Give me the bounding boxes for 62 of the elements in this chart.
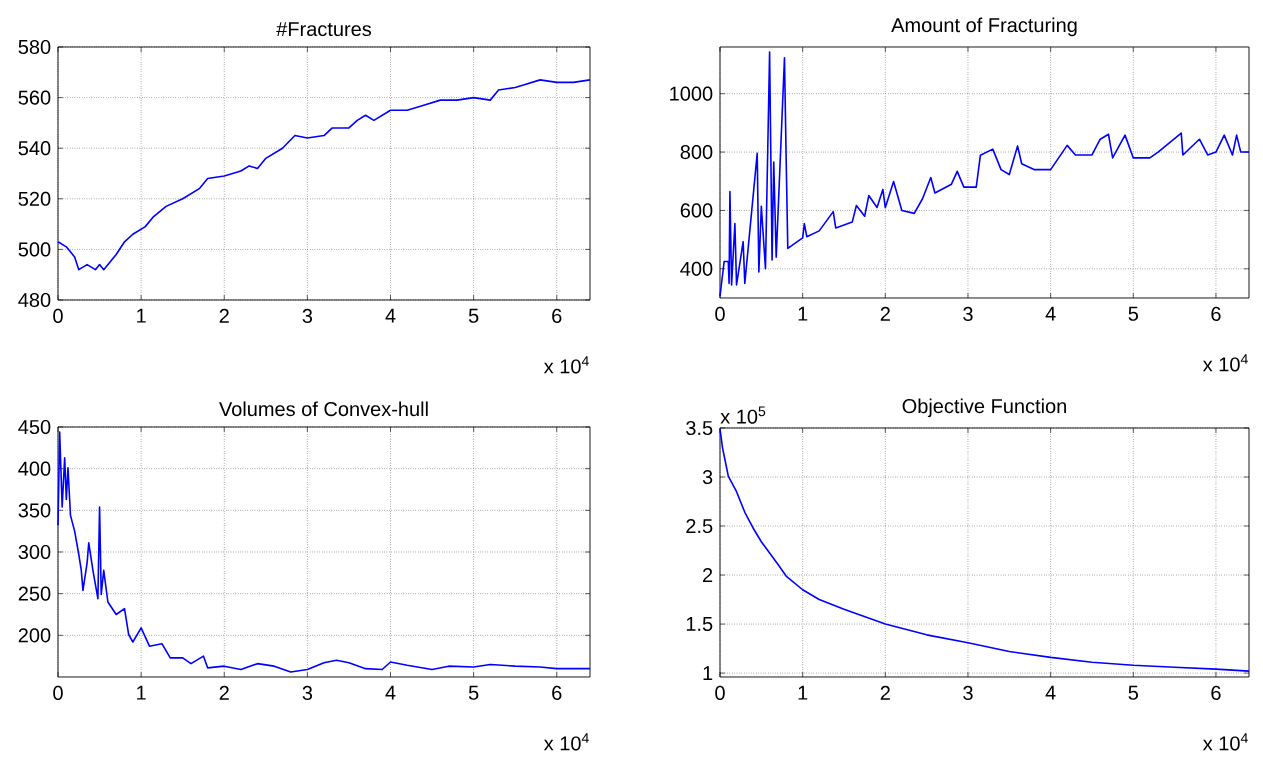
y-tick-label: 250 <box>18 586 51 601</box>
x-tick-label: 1 <box>137 308 146 323</box>
chart-title: Volumes of Convex-hull <box>219 401 428 417</box>
line-series <box>57 431 591 673</box>
y-tick-label: 1 <box>703 666 713 680</box>
x-tick-label: 4 <box>1045 306 1056 321</box>
text: x 10$^{5}$ <box>720 406 766 424</box>
x-tick-label: 1 <box>798 685 808 700</box>
y-tick-label: 600 <box>680 203 713 218</box>
x-tick-label: 1 <box>798 306 808 321</box>
x-tick-label: 0 <box>715 306 725 322</box>
x-tick-label: 3 <box>963 306 973 322</box>
y-tick-label: 450 <box>18 419 51 435</box>
y-tick-label: 500 <box>18 242 51 257</box>
y-tick-label: 580 <box>18 39 51 55</box>
x-tick-label: 3 <box>963 685 973 701</box>
y-tick-label: 560 <box>18 90 51 105</box>
x-tick-label: 1 <box>137 685 146 700</box>
text: x 10$^{4}$ <box>1202 733 1248 751</box>
y-tick-label: 1.5 <box>686 617 713 632</box>
y-tick-label: 2 <box>703 568 713 583</box>
x-tick-label: 5 <box>468 308 479 323</box>
x-tick-label: 4 <box>385 308 396 323</box>
y-tick-label: 480 <box>18 292 51 308</box>
x-tick-label: 6 <box>1211 685 1221 701</box>
y-tick-label: 400 <box>680 261 713 276</box>
x-tick-label: 6 <box>552 685 562 701</box>
y-tick-label: 200 <box>18 628 51 643</box>
chart-title: Objective Function <box>902 398 1066 418</box>
y-tick-label: 400 <box>18 461 51 476</box>
x-tick-label: 2 <box>219 685 229 700</box>
y-tick-label: 520 <box>18 191 51 206</box>
y-tick-label: 1000 <box>670 86 713 101</box>
text: x 10$^{4}$ <box>543 733 589 751</box>
y-tick-label: 3 <box>702 469 713 485</box>
chart-title: #Fractures <box>276 22 372 37</box>
chart-title: Amount of Fracturing <box>891 17 1077 37</box>
text: x 10$^{4}$ <box>1202 354 1248 372</box>
y-tick-label: 540 <box>18 141 51 156</box>
x-tick-label: 0 <box>53 685 63 701</box>
y-tick-label: 300 <box>18 544 51 560</box>
x-tick-label: 4 <box>385 685 396 700</box>
y-tick-label: 2.5 <box>686 518 713 534</box>
x-tick-label: 2 <box>880 685 890 700</box>
x-tick-label: 3 <box>302 685 313 701</box>
y-tick-label: 800 <box>680 144 713 160</box>
x-tick-label: 6 <box>1211 306 1221 322</box>
x-tick-label: 5 <box>468 685 479 700</box>
x-tick-label: 0 <box>53 308 63 324</box>
x-tick-label: 5 <box>1128 685 1139 700</box>
y-tick-label: 3.5 <box>686 420 713 436</box>
x-tick-label: 6 <box>552 308 562 324</box>
x-tick-label: 5 <box>1128 306 1139 321</box>
line-series <box>719 51 1250 298</box>
x-tick-label: 3 <box>302 308 313 324</box>
x-tick-label: 2 <box>219 308 229 323</box>
text: x 10$^{4}$ <box>543 356 589 374</box>
x-tick-label: 2 <box>880 306 890 321</box>
x-tick-label: 4 <box>1045 685 1056 700</box>
line-series <box>57 79 591 271</box>
y-tick-label: 350 <box>18 503 51 518</box>
x-tick-label: 0 <box>715 685 725 701</box>
